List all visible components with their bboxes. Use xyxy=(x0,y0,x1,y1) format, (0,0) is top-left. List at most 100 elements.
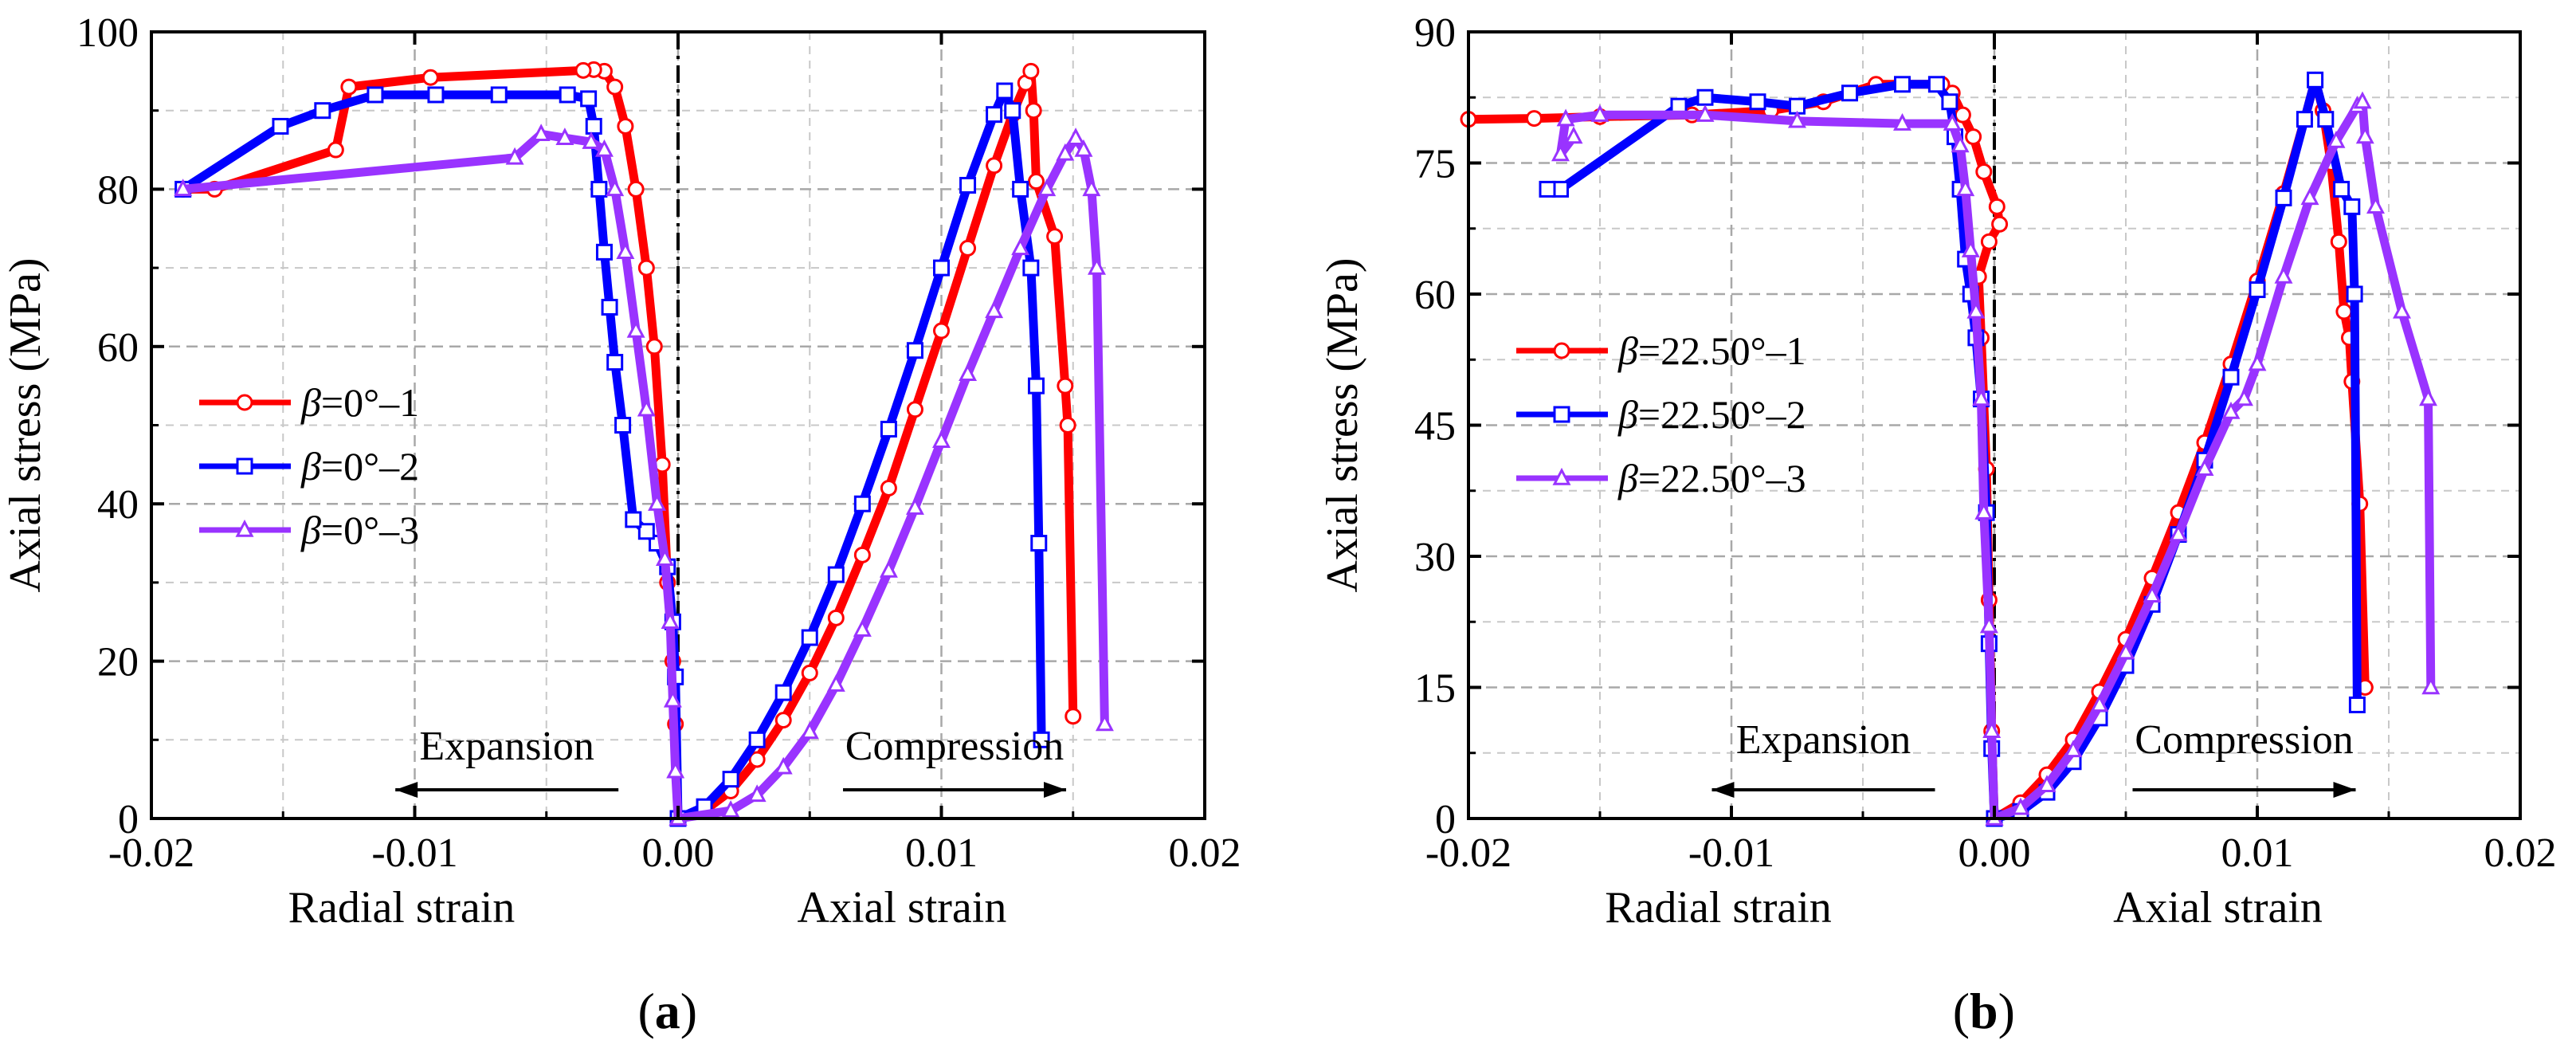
legend-beta-symbol: β xyxy=(1617,328,1638,373)
data-point xyxy=(2393,300,2411,319)
data-point xyxy=(827,609,845,626)
legend-marker-1 xyxy=(236,394,253,411)
data-point xyxy=(1551,143,1570,162)
data-point xyxy=(986,157,1003,175)
legend-label: =22.50°–1 xyxy=(1638,328,1806,373)
x-tick-label: -0.01 xyxy=(371,830,457,876)
legend-marker-3 xyxy=(1552,467,1571,485)
data-point xyxy=(2348,696,2366,713)
data-point xyxy=(427,86,445,104)
data-point xyxy=(1893,113,1911,131)
data-point xyxy=(1982,720,2002,739)
caption-paren-close: ) xyxy=(680,983,697,1039)
data-point xyxy=(1095,713,1114,732)
data-point xyxy=(801,629,818,646)
data-point xyxy=(666,760,685,779)
y-tick-label: 75 xyxy=(1414,142,1456,187)
data-point xyxy=(1956,179,1975,197)
data-point xyxy=(774,684,792,701)
data-point xyxy=(2143,585,2162,603)
data-point xyxy=(1033,731,1050,748)
y-axis-label: Axial stress (MPa) xyxy=(1318,258,1367,593)
data-point xyxy=(800,721,819,740)
data-point xyxy=(1966,300,1986,319)
data-point xyxy=(625,511,642,528)
data-point xyxy=(2222,368,2240,386)
data-point xyxy=(1749,93,1766,111)
data-point xyxy=(2249,281,2266,299)
data-point xyxy=(774,712,792,729)
y-tick-label: 60 xyxy=(97,325,139,371)
x-tick-label: 0.01 xyxy=(905,830,978,876)
data-point xyxy=(2248,353,2267,371)
data-point xyxy=(1951,135,1970,153)
data-point xyxy=(2274,265,2293,284)
data-point xyxy=(367,86,384,104)
data-point xyxy=(2235,388,2253,406)
y-tick-label: 15 xyxy=(1414,666,1456,712)
data-point xyxy=(490,86,508,104)
legend-entry-2: β=0°–2 xyxy=(300,444,419,489)
data-point xyxy=(1037,179,1057,197)
series-3-radial-curve xyxy=(178,129,683,823)
data-point xyxy=(986,106,1003,124)
data-point xyxy=(606,354,624,371)
y-tick-label: 100 xyxy=(76,10,139,56)
data-point xyxy=(801,664,818,681)
x-tick-label: 0.00 xyxy=(1958,830,2031,876)
x-tick-label: -0.02 xyxy=(108,830,194,876)
legend-beta-symbol: β xyxy=(1617,392,1638,437)
data-point xyxy=(906,342,923,359)
data-point xyxy=(1975,163,1993,180)
chart-panel-a: -0.02 -0.01 0.00 0.01 0.02 0 20 40 60 80 100 Axial … xyxy=(1,10,1241,1039)
data-point xyxy=(1941,93,1958,111)
data-point xyxy=(1979,615,1998,634)
data-point xyxy=(1972,388,1990,406)
data-point xyxy=(574,61,592,79)
data-point xyxy=(1927,76,1945,93)
data-point xyxy=(2090,694,2109,713)
data-point xyxy=(2335,303,2353,320)
data-point xyxy=(606,179,625,197)
panel-caption: (b) xyxy=(1953,983,2015,1039)
data-point xyxy=(661,611,680,629)
y-tick-label: 0 xyxy=(118,797,139,842)
data-point xyxy=(555,128,574,145)
data-point xyxy=(853,495,871,512)
data-point xyxy=(1965,128,1982,146)
data-point xyxy=(2296,111,2313,128)
legend-entry-1: β=22.50°–1 xyxy=(1617,328,1806,373)
caption-letter: b xyxy=(1970,983,1998,1039)
data-point xyxy=(853,618,872,637)
legend-entry-3: β=22.50°–3 xyxy=(1617,456,1806,501)
data-point xyxy=(722,771,739,788)
data-point xyxy=(1894,76,1911,93)
x-tick-label: 0.01 xyxy=(2221,830,2294,876)
y-axis-label: Axial stress (MPa) xyxy=(1,258,50,593)
data-point xyxy=(1961,240,1980,257)
data-point xyxy=(748,731,766,748)
annotation-compression: Expansion xyxy=(1736,717,1911,763)
data-point xyxy=(559,86,576,104)
data-point xyxy=(959,239,977,257)
annotation-compression: Expansion xyxy=(419,724,594,769)
legend-label: =22.50°–2 xyxy=(1638,392,1806,437)
data-point xyxy=(721,800,740,818)
y-tick-label: 0 xyxy=(1435,797,1456,842)
data-point xyxy=(1988,198,2006,215)
data-point xyxy=(933,322,950,340)
data-point xyxy=(1082,179,1101,197)
data-point xyxy=(2300,187,2319,206)
data-point xyxy=(2195,458,2214,477)
legend-beta-symbol: β xyxy=(300,444,321,489)
data-point xyxy=(959,363,978,382)
y-tick-label: 90 xyxy=(1414,10,1456,56)
data-point xyxy=(601,298,618,316)
data-point xyxy=(314,102,331,120)
data-point xyxy=(1943,113,1962,131)
data-point xyxy=(2355,126,2374,144)
y-tick-label: 80 xyxy=(97,167,139,213)
annotation-arrow-head xyxy=(2333,782,2356,798)
data-point xyxy=(648,493,667,511)
data-point xyxy=(1004,102,1021,120)
